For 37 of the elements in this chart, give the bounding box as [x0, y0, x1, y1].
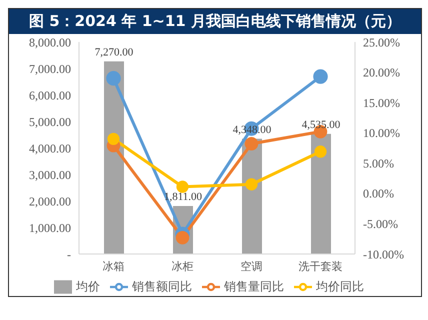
y-tick-label: 3,000.00	[29, 168, 71, 182]
x-tick-label: 冰箱	[102, 260, 124, 273]
point	[244, 137, 258, 150]
data-label: 4,535.00	[302, 118, 341, 131]
y2-tick-label: 5.00%	[363, 156, 394, 170]
y-tick-label: 5,000.00	[29, 114, 71, 129]
y2-tick-label: 10.00%	[363, 126, 400, 140]
x-tick-label: 空调	[240, 260, 262, 273]
y2-tick-label: 20.00%	[363, 66, 400, 80]
x-tick-label: 冰柜	[172, 260, 194, 273]
y-tick-label: -	[67, 247, 71, 262]
chart-title: 图 5：2024 年 1~11 月我国白电线下销售情况（元）	[9, 9, 421, 34]
y-tick-label: 4,000.00	[29, 141, 71, 156]
data-label: 7,270.00	[94, 46, 134, 58]
point	[314, 146, 327, 158]
y-tick-label: 1,000.00	[29, 220, 71, 235]
legend-label: 销售额同比	[132, 279, 192, 294]
y2-tick-label: 25.00%	[363, 35, 400, 50]
point	[106, 71, 121, 86]
y2-tick-label: -5.00%	[363, 216, 398, 231]
y2-tick-label: 0.00%	[363, 186, 394, 201]
x-tick-label: 洗干套装	[298, 260, 342, 273]
y-tick-label: 6,000.00	[29, 88, 71, 102]
point	[176, 180, 189, 193]
point	[176, 230, 190, 244]
y-tick-label: 8,000.00	[29, 35, 71, 50]
y-tick-label: 7,000.00	[29, 62, 71, 76]
point	[313, 69, 328, 84]
point	[107, 132, 120, 146]
y-tick-label: 2,000.00	[29, 194, 71, 208]
legend-label: 销售量同比	[224, 279, 284, 294]
y2-tick-label: -10.00%	[363, 247, 404, 262]
legend-label: 均价	[76, 279, 100, 294]
y2-tick-label: 15.00%	[363, 96, 400, 110]
point	[245, 178, 258, 190]
legend-label: 均价同比	[316, 279, 364, 294]
bar	[311, 134, 331, 254]
